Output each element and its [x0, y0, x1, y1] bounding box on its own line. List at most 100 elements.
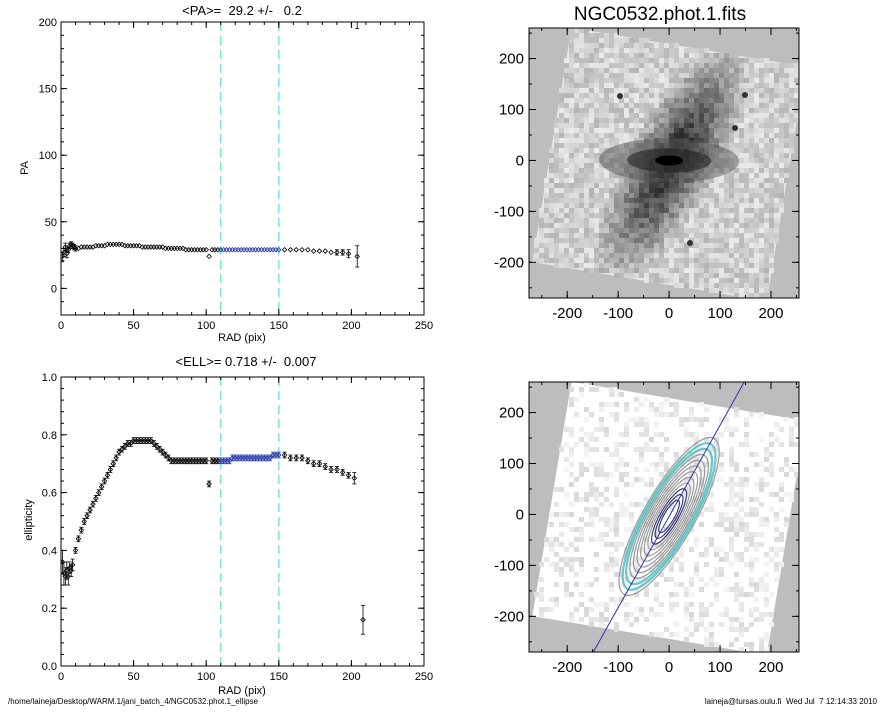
pa-diamond [95, 242, 102, 249]
img1-pixel [584, 183, 589, 188]
img1-pixel [624, 78, 629, 83]
img1-pixel [644, 63, 649, 68]
img2-pixel [684, 592, 689, 597]
img1-pixel [544, 223, 549, 228]
img1-pixel [779, 178, 784, 183]
img2-pixel [589, 507, 594, 512]
img1-pixel [734, 148, 739, 153]
pa-xtick-label: 150 [270, 320, 288, 332]
img1-pixel [734, 143, 739, 148]
img2-pixel [689, 617, 694, 622]
ell-diamond [62, 573, 69, 580]
img2-pixel [664, 462, 669, 467]
img1-pixel [629, 88, 634, 93]
pa-diamond [191, 246, 198, 253]
img2-pixel [659, 402, 664, 407]
img2-pixel [714, 572, 719, 577]
img2-pixel [699, 622, 704, 627]
img1-pixel [749, 148, 754, 153]
img1-pixel [734, 293, 739, 298]
img1-pixel [619, 228, 624, 233]
img2-pixel [549, 597, 554, 602]
img1-pixel [794, 103, 799, 108]
img1-pixel [694, 128, 699, 133]
img2-pixel [564, 457, 569, 462]
img1-pixel [744, 188, 749, 193]
pa-diamond [139, 244, 146, 250]
img2-pixel [559, 542, 564, 547]
img1-pixel [629, 208, 634, 213]
img1-pixel [679, 253, 684, 258]
img1-pixel [594, 103, 599, 108]
img1-pixel [619, 263, 624, 268]
img2-pixel [579, 557, 584, 562]
img1-pixel [764, 288, 769, 293]
img1-pixel [729, 223, 734, 228]
img1-pixel [639, 98, 644, 103]
img1-pixel [744, 293, 749, 298]
img1-pixel [639, 178, 644, 183]
img2-pixel [644, 592, 649, 597]
img2-pixel [739, 522, 744, 527]
img2-pixel [619, 542, 624, 547]
img1-pixel [674, 198, 679, 203]
img1-pixel [604, 103, 609, 108]
img2-pixel [774, 512, 779, 517]
img2-pixel [729, 502, 734, 507]
img1-pixel [624, 88, 629, 93]
img1-pixel [789, 68, 794, 73]
img1-pixel [579, 33, 584, 38]
img1-pixel [574, 248, 579, 253]
img1-pixel [644, 133, 649, 138]
img1-pixel [679, 238, 684, 243]
img1-pixel [549, 208, 554, 213]
img1-pixel [749, 273, 754, 278]
img1-pixel [594, 243, 599, 248]
img1-pixel [769, 108, 774, 113]
img2-pixel [554, 512, 559, 517]
img1-pixel [759, 138, 764, 143]
img2-pixel [729, 522, 734, 527]
pa-diamond [148, 244, 154, 250]
img1-pixel [629, 193, 634, 198]
pa-point [93, 242, 99, 249]
img1-pixel [569, 213, 574, 218]
img1-pixel [664, 208, 669, 213]
img1-pixel [724, 138, 729, 143]
img1-pixel [569, 178, 574, 183]
img2-pixel [559, 567, 564, 572]
ell-point [246, 454, 253, 462]
img1-pixel [569, 33, 574, 38]
img1-pixel [594, 43, 599, 48]
pa-point [206, 253, 212, 260]
img1-pixel [719, 223, 724, 228]
img1-pixel [599, 173, 604, 178]
pa-diamond [93, 242, 99, 249]
ell-diamond [258, 455, 265, 461]
img2-pixel [709, 492, 714, 497]
img1-pixel [779, 133, 784, 138]
img1-pixel [579, 168, 584, 173]
img2-pixel [644, 397, 649, 402]
pa-point [255, 246, 262, 253]
img1-pixel [719, 98, 724, 103]
img1-pixel [604, 48, 609, 53]
img1-pixel [669, 253, 674, 258]
img1-pixel [764, 73, 769, 78]
img1-pixel [569, 108, 574, 113]
img1-pixel [704, 278, 709, 283]
img2-pixel [789, 492, 794, 497]
img1-pixel [764, 293, 769, 298]
img1-pixel [584, 103, 589, 108]
img1-pixel [664, 223, 669, 228]
img1-pixel [784, 63, 789, 68]
img1-pixel [634, 208, 639, 213]
img1-pixel [734, 178, 739, 183]
pa-diamond [226, 246, 233, 253]
img1-pixel [614, 38, 619, 43]
img1-pixel [754, 128, 759, 133]
img1-pixel [734, 138, 739, 143]
img2-pixel [554, 597, 559, 602]
img1-pixel [779, 163, 784, 168]
img1-pixel [679, 123, 684, 128]
